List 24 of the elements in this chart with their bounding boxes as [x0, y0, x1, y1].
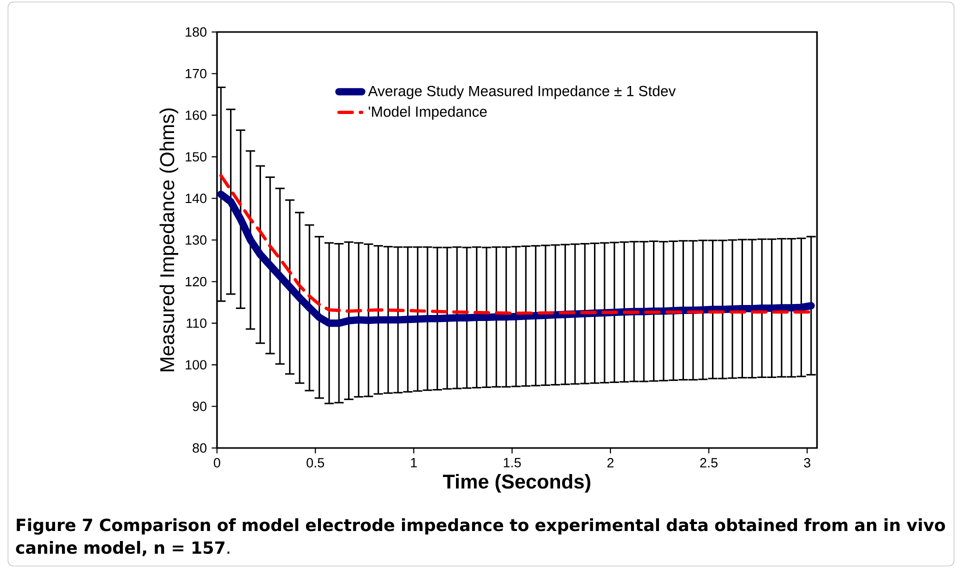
y-tick-label: 160 [186, 110, 206, 120]
y-tick-label: 170 [186, 68, 206, 78]
x-axis-title: Time (Seconds) [442, 474, 590, 493]
y-axis-title: Measured Impedance (Ohms) [160, 108, 178, 372]
y-tick-label: 140 [186, 194, 206, 204]
y-tick-label: 80 [192, 443, 206, 453]
legend-label: Average Study Measured Impedance ± 1 Stdev [368, 85, 676, 100]
y-tick-label: 150 [186, 152, 206, 162]
y-tick-label: 110 [186, 318, 206, 328]
y-tick-label: 90 [192, 402, 206, 412]
legend-label: 'Model Impedance [368, 106, 487, 120]
y-tick-label: 130 [186, 235, 206, 245]
y-tick-label: 100 [186, 360, 206, 370]
line-series [219, 174, 813, 315]
text: Figure 7 Comparison of model electrode impedance to experimental data obtained from an in vivo canine model, n = 157. [16, 518, 945, 556]
x-tick-label: 2.5 [700, 458, 718, 468]
y-tick-label: 180 [186, 27, 206, 37]
x-tick-label: 1 [411, 458, 417, 468]
y-tick-label: 120 [186, 276, 206, 286]
x-tick-label: 2 [607, 458, 614, 468]
x-tick-label: 3 [804, 458, 810, 468]
x-tick-label: 0.5 [306, 458, 324, 468]
x-tick-label: 0 [214, 458, 220, 468]
x-tick-label: 1.5 [504, 458, 521, 468]
